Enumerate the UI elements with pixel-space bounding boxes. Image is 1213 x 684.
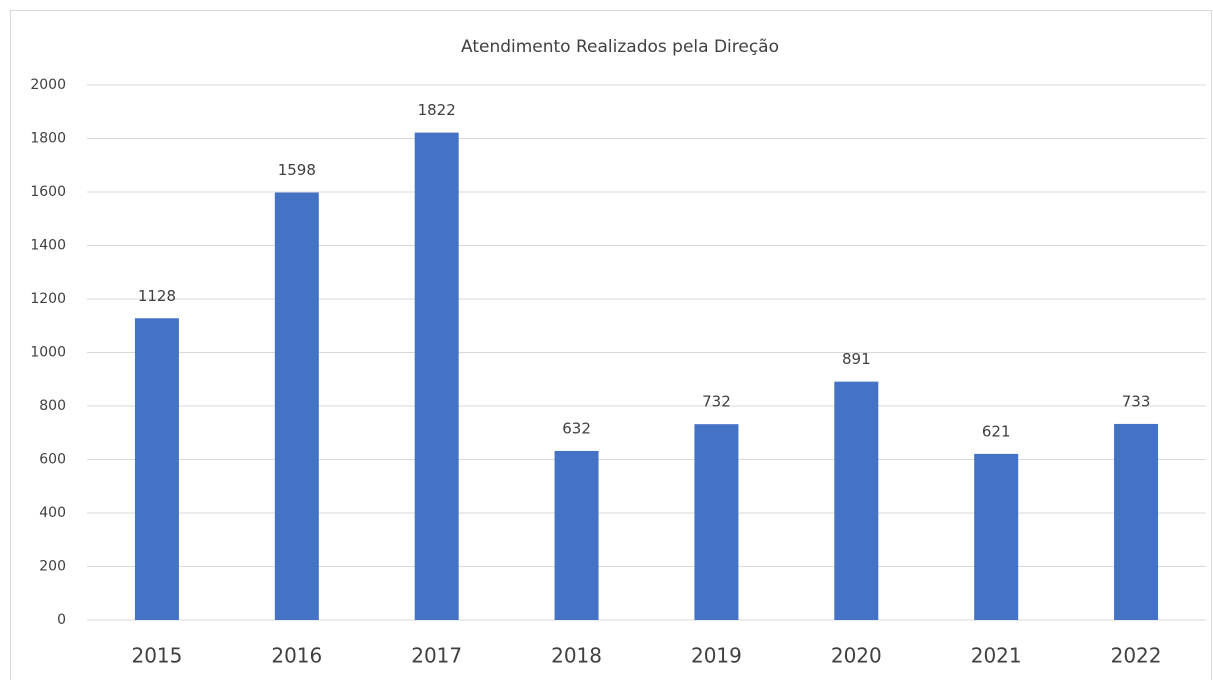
chart-frame: [10, 10, 1212, 684]
data-label: 1598: [278, 161, 316, 179]
chart-title: Atendimento Realizados pela Direção: [461, 37, 779, 57]
data-label: 733: [1122, 392, 1151, 410]
data-label: 621: [982, 422, 1011, 440]
bar: [1114, 423, 1159, 620]
bar: [414, 132, 459, 621]
y-tick-label: 1600: [30, 184, 66, 200]
y-tick-label: 200: [39, 559, 66, 575]
data-label: 1128: [138, 287, 176, 305]
bar: [834, 381, 879, 620]
x-tick-label: 2020: [831, 644, 882, 668]
y-tick-label: 600: [39, 452, 66, 468]
data-label: 632: [562, 419, 591, 437]
bar: [554, 450, 599, 620]
x-tick-label: 2017: [411, 644, 462, 668]
x-tick-label: 2021: [971, 644, 1022, 668]
x-tick-label: 2022: [1111, 644, 1162, 668]
y-tick-label: 400: [39, 505, 66, 521]
y-tick-label: 1800: [30, 131, 66, 147]
data-label: 1822: [418, 101, 456, 119]
y-tick-label: 1200: [30, 291, 66, 307]
x-tick-label: 2015: [131, 644, 182, 668]
bar: [974, 453, 1019, 620]
bar: [694, 424, 739, 620]
y-tick-label: 1000: [30, 345, 66, 361]
y-tick-label: 0: [57, 612, 66, 628]
bar: [274, 192, 319, 620]
y-tick-label: 800: [39, 398, 66, 414]
y-tick-label: 1400: [30, 238, 66, 254]
y-tick-label: 2000: [30, 77, 66, 93]
x-tick-label: 2018: [551, 644, 602, 668]
data-label: 732: [702, 393, 731, 411]
x-tick-label: 2019: [691, 644, 742, 668]
x-tick-label: 2016: [271, 644, 322, 668]
bar: [134, 318, 179, 620]
data-label: 891: [842, 350, 871, 368]
